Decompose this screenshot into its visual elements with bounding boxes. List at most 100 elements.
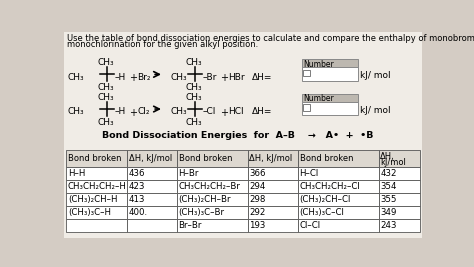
- FancyBboxPatch shape: [247, 150, 298, 167]
- Text: Bond broken: Bond broken: [179, 154, 232, 163]
- FancyBboxPatch shape: [298, 167, 379, 180]
- Text: +: +: [220, 108, 228, 117]
- FancyBboxPatch shape: [379, 219, 419, 232]
- FancyBboxPatch shape: [379, 180, 419, 193]
- FancyBboxPatch shape: [247, 219, 298, 232]
- FancyBboxPatch shape: [177, 193, 247, 206]
- Text: Br₂: Br₂: [137, 73, 151, 82]
- Text: –Cl: –Cl: [202, 108, 216, 116]
- FancyBboxPatch shape: [247, 193, 298, 206]
- Text: Use the table of bond dissociation energies to calculate and compare the enthalp: Use the table of bond dissociation energ…: [67, 34, 474, 42]
- Text: CH₃: CH₃: [170, 73, 187, 82]
- FancyBboxPatch shape: [302, 59, 357, 68]
- Text: Bond Dissociation Energies  for  A–B    →   A•  +  •B: Bond Dissociation Energies for A–B → A• …: [102, 131, 373, 140]
- FancyBboxPatch shape: [379, 167, 419, 180]
- FancyBboxPatch shape: [379, 206, 419, 219]
- Text: 243: 243: [380, 221, 397, 230]
- FancyBboxPatch shape: [128, 167, 177, 180]
- Text: CH₃: CH₃: [186, 58, 202, 67]
- FancyBboxPatch shape: [379, 193, 419, 206]
- FancyBboxPatch shape: [303, 70, 310, 76]
- FancyBboxPatch shape: [177, 206, 247, 219]
- Text: Number: Number: [303, 60, 334, 69]
- FancyBboxPatch shape: [379, 150, 419, 167]
- Text: (CH₃)₃C–Cl: (CH₃)₃C–Cl: [300, 208, 345, 217]
- Text: 354: 354: [380, 182, 397, 191]
- Text: HCl: HCl: [228, 108, 244, 116]
- Text: –H: –H: [115, 108, 126, 116]
- FancyBboxPatch shape: [66, 193, 128, 206]
- FancyBboxPatch shape: [177, 167, 247, 180]
- Text: (CH₃)₃C–H: (CH₃)₃C–H: [68, 208, 111, 217]
- Text: 400.: 400.: [129, 208, 148, 217]
- Text: (CH₃)₂CH–Cl: (CH₃)₂CH–Cl: [300, 195, 351, 204]
- Text: CH₃: CH₃: [98, 83, 115, 92]
- Text: CH₃: CH₃: [186, 83, 202, 92]
- Text: 292: 292: [249, 208, 265, 217]
- FancyBboxPatch shape: [247, 206, 298, 219]
- Text: monochlorination for the given alkyl position.: monochlorination for the given alkyl pos…: [67, 40, 258, 49]
- Text: Br–Br: Br–Br: [179, 221, 202, 230]
- Text: ΔH=: ΔH=: [252, 108, 273, 116]
- FancyBboxPatch shape: [66, 206, 128, 219]
- Text: CH₃CH₂CH₂–Br: CH₃CH₂CH₂–Br: [179, 182, 240, 191]
- Text: H–Cl: H–Cl: [300, 169, 319, 178]
- Text: 349: 349: [380, 208, 396, 217]
- FancyBboxPatch shape: [303, 104, 310, 111]
- Text: ΔH=: ΔH=: [252, 73, 273, 82]
- Text: Cl–Cl: Cl–Cl: [300, 221, 320, 230]
- Text: 432: 432: [380, 169, 397, 178]
- FancyBboxPatch shape: [128, 219, 177, 232]
- Text: CH₃: CH₃: [98, 117, 115, 127]
- Text: ΔH, kJ/mol: ΔH, kJ/mol: [129, 154, 172, 163]
- FancyBboxPatch shape: [128, 180, 177, 193]
- Text: H–H: H–H: [68, 169, 85, 178]
- Text: 294: 294: [249, 182, 265, 191]
- Text: CH₃: CH₃: [186, 117, 202, 127]
- FancyBboxPatch shape: [177, 180, 247, 193]
- Text: CH₃: CH₃: [170, 108, 187, 116]
- Text: CH₃: CH₃: [98, 93, 115, 102]
- FancyBboxPatch shape: [128, 150, 177, 167]
- FancyBboxPatch shape: [302, 94, 357, 102]
- Text: +: +: [220, 73, 228, 83]
- FancyBboxPatch shape: [177, 219, 247, 232]
- FancyBboxPatch shape: [128, 193, 177, 206]
- Text: (CH₃)₃C–Br: (CH₃)₃C–Br: [179, 208, 225, 217]
- Text: HBr: HBr: [228, 73, 245, 82]
- Text: 436: 436: [129, 169, 146, 178]
- Text: ΔH, kJ/mol: ΔH, kJ/mol: [249, 154, 292, 163]
- Text: CH₃: CH₃: [98, 58, 115, 67]
- Text: CH₃CH₂CH₂–H: CH₃CH₂CH₂–H: [68, 182, 127, 191]
- FancyBboxPatch shape: [64, 32, 422, 238]
- Text: +: +: [129, 108, 137, 117]
- Text: –H: –H: [115, 73, 126, 82]
- FancyBboxPatch shape: [302, 102, 357, 115]
- Text: 413: 413: [129, 195, 146, 204]
- Text: kJ/ mol: kJ/ mol: [360, 71, 391, 80]
- FancyBboxPatch shape: [298, 193, 379, 206]
- Text: (CH₃)₂CH–Br: (CH₃)₂CH–Br: [179, 195, 231, 204]
- Text: 355: 355: [380, 195, 397, 204]
- FancyBboxPatch shape: [247, 167, 298, 180]
- Text: 193: 193: [249, 221, 265, 230]
- Text: ΔH,: ΔH,: [380, 152, 395, 161]
- FancyBboxPatch shape: [66, 180, 128, 193]
- Text: +: +: [129, 73, 137, 83]
- Text: 423: 423: [129, 182, 146, 191]
- FancyBboxPatch shape: [298, 219, 379, 232]
- Text: CH₃: CH₃: [67, 73, 83, 82]
- Text: kJ/ mol: kJ/ mol: [360, 106, 391, 115]
- FancyBboxPatch shape: [302, 68, 357, 81]
- FancyBboxPatch shape: [66, 167, 128, 180]
- Text: CH₃CH₂CH₂–Cl: CH₃CH₂CH₂–Cl: [300, 182, 360, 191]
- Text: CH₃: CH₃: [67, 108, 83, 116]
- Text: 366: 366: [249, 169, 265, 178]
- FancyBboxPatch shape: [298, 180, 379, 193]
- FancyBboxPatch shape: [128, 206, 177, 219]
- FancyBboxPatch shape: [247, 180, 298, 193]
- FancyBboxPatch shape: [66, 150, 128, 167]
- Text: CH₃: CH₃: [186, 93, 202, 102]
- FancyBboxPatch shape: [298, 206, 379, 219]
- Text: –Br: –Br: [202, 73, 217, 82]
